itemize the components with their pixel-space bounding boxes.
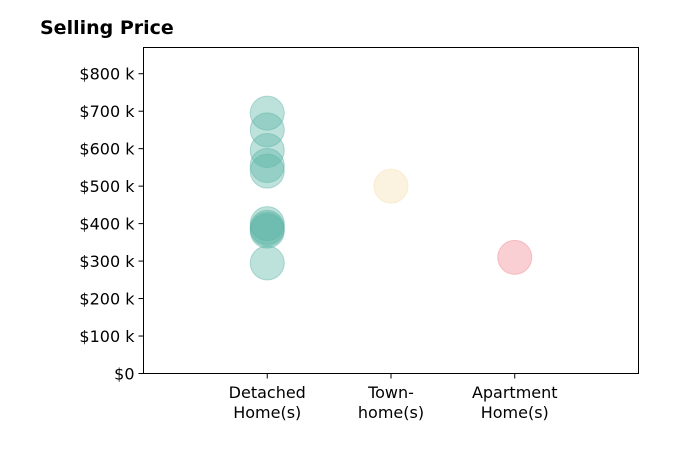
x-tick-label-line: Home(s): [233, 403, 301, 422]
x-tick-label-line: Home(s): [481, 403, 549, 422]
data-points: [249, 95, 533, 281]
x-tick-label-line: Detached: [229, 383, 306, 402]
x-tick-label: Apartment Home(s): [472, 383, 558, 422]
y-tick-label: $400 k: [79, 215, 135, 234]
data-point: [249, 153, 285, 189]
x-tick-label-line: Town-: [367, 383, 414, 402]
data-point: [249, 213, 285, 249]
x-tick-label-line: Apartment: [472, 383, 558, 402]
plot-frame: [143, 47, 639, 374]
y-tick-label: $200 k: [79, 290, 135, 309]
y-tick-label: $0: [114, 365, 134, 384]
data-point: [373, 168, 409, 204]
chart-title: Selling Price: [40, 17, 174, 39]
y-tick-label: $600 k: [79, 140, 135, 159]
y-tick-label: $100 k: [79, 327, 135, 346]
data-point: [249, 245, 285, 281]
y-axis: $0 $100 k $200 k $300 k $400 k $500 k $600 k $7…: [79, 65, 144, 384]
data-point: [249, 206, 285, 242]
data-point: [249, 133, 285, 169]
y-tick-label: $300 k: [79, 252, 135, 271]
y-tick-label: $800 k: [79, 65, 135, 84]
data-point: [497, 239, 533, 275]
x-axis: Detached Home(s)Town-home(s)Apartment Home…: [229, 373, 558, 422]
data-point: [249, 95, 285, 131]
y-tick-label: $700 k: [79, 102, 135, 121]
data-point: [249, 112, 285, 148]
data-point: [249, 148, 285, 184]
data-point: [249, 209, 285, 245]
x-tick-label: Detached Home(s): [229, 383, 306, 422]
data-point: [249, 211, 285, 247]
x-tick-label: Town-home(s): [358, 383, 424, 422]
x-tick-label-line: home(s): [358, 403, 424, 422]
y-tick-label: $500 k: [79, 177, 135, 196]
